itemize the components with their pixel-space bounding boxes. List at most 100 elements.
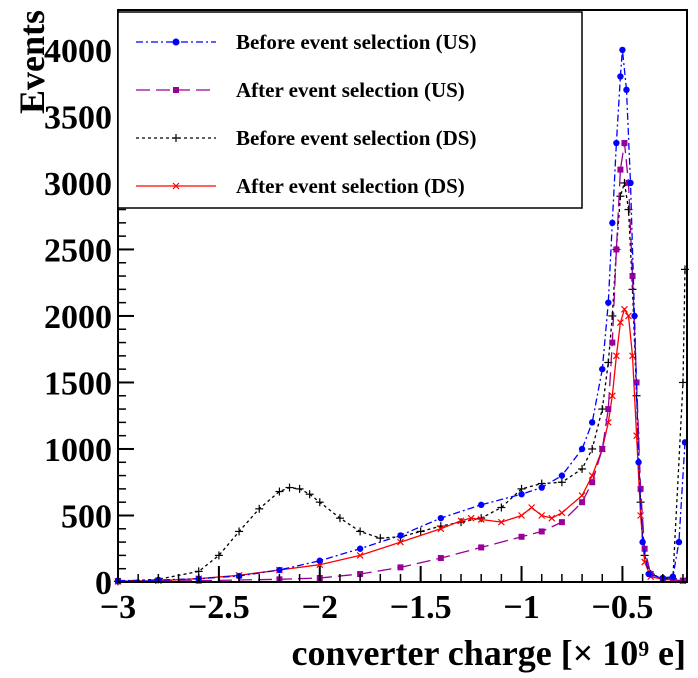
data-point — [669, 577, 676, 584]
data-point — [538, 512, 546, 519]
data-point — [518, 512, 525, 519]
data-point — [675, 538, 683, 546]
data-point — [397, 538, 404, 546]
data-point — [623, 86, 630, 94]
data-point — [669, 573, 677, 580]
data-point — [637, 512, 645, 519]
data-point — [437, 555, 444, 562]
legend-entry-label: After event selection (DS) — [236, 174, 465, 198]
data-point — [437, 514, 445, 522]
data-point — [528, 504, 536, 511]
data-point — [376, 534, 385, 543]
data-point — [599, 445, 606, 452]
data-point — [172, 182, 180, 190]
data-point — [477, 516, 485, 523]
data-point — [397, 564, 404, 571]
data-point — [548, 514, 556, 522]
data-point — [538, 484, 545, 491]
data-point — [214, 551, 223, 560]
y-tick-label: 2500 — [44, 232, 112, 269]
data-point — [621, 305, 628, 313]
data-point — [633, 379, 640, 386]
x-axis-title: converter charge [× 10⁹ e] — [292, 633, 686, 673]
y-tick-label: 3500 — [44, 99, 112, 136]
data-point — [605, 299, 612, 306]
data-point — [612, 352, 620, 360]
data-point — [477, 514, 486, 523]
data-point — [608, 311, 617, 320]
labels-layer: −3 −2.5 −2 −1.5 −1 −0.5 0 500 1000 1500 2000 2500 30… — [44, 33, 653, 626]
data-point — [609, 219, 616, 227]
data-point — [477, 501, 485, 509]
data-point — [316, 557, 323, 564]
y-tick-label: 1000 — [44, 432, 112, 469]
data-point — [578, 445, 586, 453]
data-point — [235, 527, 244, 536]
data-point — [255, 504, 264, 513]
data-point — [315, 498, 324, 507]
data-point — [497, 518, 505, 526]
series-layer — [114, 46, 689, 586]
data-point — [639, 538, 646, 546]
legend: Before event selection (US) After event s… — [117, 11, 583, 209]
y-axis-title: Events — [12, 10, 52, 114]
data-point — [589, 479, 596, 486]
data-point — [633, 432, 640, 440]
data-point — [588, 419, 596, 426]
data-point — [518, 533, 525, 540]
data-point — [538, 528, 545, 535]
data-point — [635, 459, 642, 466]
data-point — [457, 517, 465, 525]
data-point — [619, 46, 626, 54]
data-point — [356, 527, 365, 536]
data-point — [617, 73, 624, 80]
y-tick-label: 3000 — [44, 166, 112, 203]
data-point — [335, 514, 344, 523]
data-point — [627, 179, 634, 187]
data-point — [578, 464, 587, 473]
y-tick-label: 0 — [95, 565, 112, 602]
data-point — [173, 87, 179, 93]
legend-entry-label: After event selection (US) — [236, 78, 465, 102]
data-point — [295, 484, 304, 493]
ticks-layer — [117, 22, 684, 583]
x-tick-label: −1.5 — [390, 589, 452, 626]
data-point — [616, 319, 624, 327]
x-tick-label: −1 — [503, 589, 539, 626]
data-point — [172, 134, 180, 142]
data-point — [598, 405, 607, 414]
data-point — [629, 352, 636, 360]
data-point — [478, 544, 485, 551]
x-tick-label: −2.5 — [188, 589, 250, 626]
data-point — [645, 570, 652, 578]
data-point — [172, 38, 180, 46]
data-point — [305, 490, 314, 499]
x-tick-label: −2 — [302, 589, 338, 626]
data-point — [599, 365, 606, 373]
data-point — [356, 551, 364, 559]
series-line — [117, 142, 684, 582]
data-point — [437, 525, 445, 533]
y-tick-label: 2000 — [44, 299, 112, 336]
data-point — [557, 478, 566, 487]
data-point — [276, 566, 283, 574]
data-point — [497, 503, 506, 512]
data-point — [609, 339, 616, 346]
x-tick-label: −0.5 — [591, 589, 653, 626]
data-point — [637, 485, 644, 492]
data-point — [558, 519, 565, 526]
data-point — [616, 192, 625, 201]
data-point — [617, 166, 624, 173]
data-point — [558, 509, 566, 517]
data-point — [641, 545, 648, 552]
data-point — [356, 545, 364, 552]
data-point — [579, 499, 586, 506]
y-tick-label: 1500 — [44, 365, 112, 402]
data-point — [678, 378, 687, 387]
data-point — [588, 444, 597, 453]
y-tick-label: 500 — [61, 498, 112, 535]
legend-entry-label: Before event selection (US) — [236, 30, 476, 54]
data-point — [605, 406, 612, 413]
plot-frame — [117, 9, 688, 583]
